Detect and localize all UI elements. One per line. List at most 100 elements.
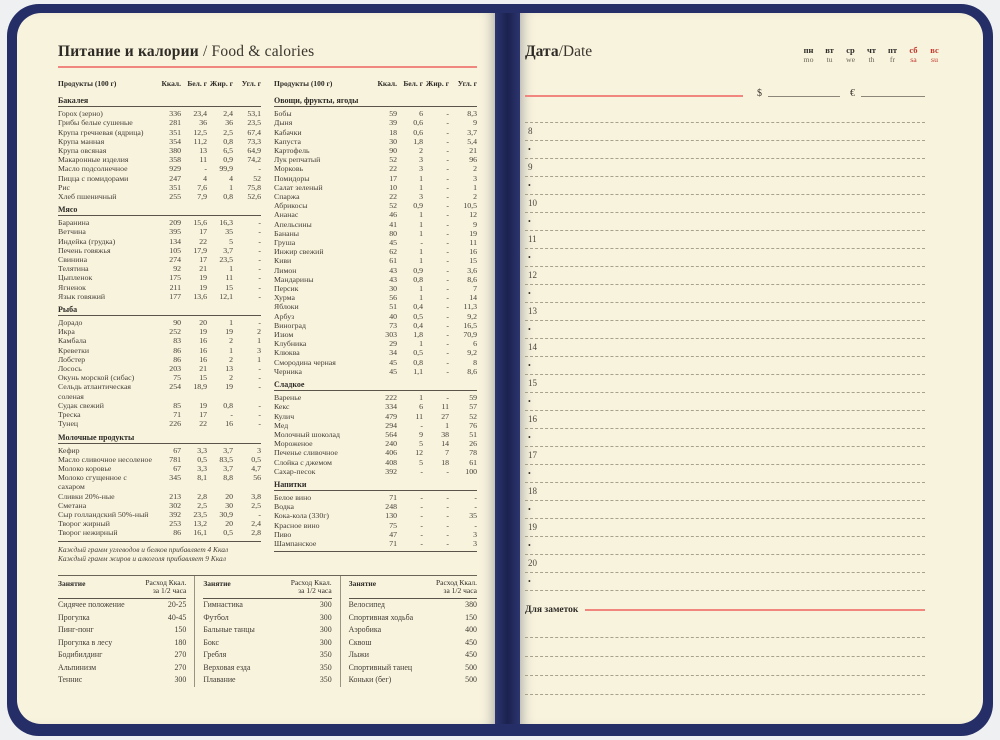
food-value: 80 <box>389 228 397 238</box>
activity-row: Верховая езда 350 <box>203 662 331 675</box>
activity-group: Занятие Расход Ккал. за 1/2 часа Гимнастика… <box>194 575 339 688</box>
food-value: 0,4 <box>413 302 423 312</box>
half-hour-row: • <box>525 321 925 339</box>
food-name: Яблоки <box>274 302 299 312</box>
food-value: 35 <box>469 511 477 521</box>
notes-line <box>525 676 925 695</box>
food-row: Печенье сливочное 406 12 7 78 <box>274 448 477 457</box>
food-name: Кока-кола (330г) <box>274 511 330 521</box>
food-value: 0,6 <box>413 127 423 137</box>
food-value: 134 <box>169 236 181 246</box>
hour-row: 9 <box>525 159 925 177</box>
food-row: Лосось 203 21 13 - <box>58 364 261 373</box>
food-value: - <box>446 293 449 303</box>
activity-row: Гребля 350 <box>203 649 331 662</box>
food-value: 19 <box>469 228 477 238</box>
food-name: Груша <box>274 238 296 248</box>
hour-label: 15 <box>528 378 537 388</box>
food-value: 294 <box>385 420 397 430</box>
food-value: 86 <box>173 354 181 364</box>
food-value: 16,3 <box>219 218 233 228</box>
half-hour-row: • <box>525 465 925 483</box>
food-value: 0,5 <box>251 454 261 464</box>
activity-value: 500 <box>465 662 477 672</box>
food-value: 23,5 <box>247 118 261 128</box>
food-value: 9 <box>473 118 477 128</box>
food-row: Масло подсолнечное 929 - 99,9 - <box>58 164 261 173</box>
food-value: 45 <box>389 238 397 248</box>
food-value: 27 <box>441 411 449 421</box>
hour-label: 20 <box>528 558 537 568</box>
food-value: - <box>446 238 449 248</box>
food-name: Изюм <box>274 330 294 340</box>
food-value: 334 <box>385 402 397 412</box>
weekday-ru: вс <box>930 45 939 55</box>
food-value: 11 <box>469 238 477 248</box>
food-row: Кефир 67 3,3 3,7 3 <box>58 446 261 455</box>
food-value: 18 <box>441 457 449 467</box>
hour-label: 8 <box>528 126 533 136</box>
activity-value: 150 <box>174 625 187 635</box>
food-value: 1 <box>229 182 233 192</box>
half-hour-bullet: • <box>528 433 531 442</box>
food-value: - <box>446 311 449 321</box>
food-name: Белое вино <box>274 492 312 502</box>
food-value: - <box>446 348 449 358</box>
activity-value: 270 <box>174 662 187 672</box>
food-row: Судак свежий 85 19 0,8 - <box>58 401 261 410</box>
food-row: Грибы белые сушеные 281 36 36 23,5 <box>58 118 261 127</box>
food-row: Мороженое 240 5 14 26 <box>274 439 477 448</box>
food-value: 8,1 <box>197 473 207 483</box>
food-row: Помидоры 17 1 - 3 <box>274 174 477 183</box>
activity-name: Бодибилдинг <box>58 650 103 660</box>
food-value: 408 <box>385 457 397 467</box>
food-value: 1 <box>257 336 261 346</box>
food-row: Сметана 302 2,5 30 2,5 <box>58 501 261 510</box>
food-name: Персик <box>274 284 299 294</box>
food-value: 11 <box>441 402 449 412</box>
food-name: Помидоры <box>274 173 310 183</box>
food-value: 1 <box>419 173 423 183</box>
weekday-header: пн вт ср чт пт сб вс mo tu we th fr sa su <box>798 45 945 64</box>
food-value: 19 <box>199 273 207 283</box>
food-value: 11,2 <box>193 136 207 146</box>
food-value: 8 <box>473 357 477 367</box>
food-value: 21 <box>199 364 207 374</box>
activity-name: Сидячее положение <box>58 599 125 609</box>
food-row: Кабачки 18 0,6 - 3,7 <box>274 128 477 137</box>
food-row: Окунь морской (сибас) 75 15 2 - <box>58 373 261 382</box>
food-name: Молоко коровье <box>58 463 112 473</box>
activity-row: Лыжи 450 <box>349 649 477 662</box>
food-value: 1 <box>419 219 423 229</box>
food-value: 211 <box>169 282 181 292</box>
food-name: Печенье сливочное <box>274 448 338 458</box>
food-row: Тунец 226 22 16 - <box>58 419 261 428</box>
food-value: 252 <box>169 327 181 337</box>
activity-value: 500 <box>465 675 477 685</box>
food-value: 22 <box>389 164 397 174</box>
food-row: Персик 30 1 - 7 <box>274 284 477 293</box>
food-value: 1 <box>419 210 423 220</box>
food-name: Клубника <box>274 339 307 349</box>
food-row: Индейка (грудка) 134 22 5 - <box>58 237 261 246</box>
book-spine <box>495 13 520 724</box>
activity-value: 350 <box>319 650 332 660</box>
activity-value: 270 <box>174 650 187 660</box>
food-value: 38 <box>441 429 449 439</box>
food-name: Баранина <box>58 218 90 228</box>
food-row: Водка 248 - - - <box>274 502 477 511</box>
activity-row: Бодибилдинг 270 <box>58 649 186 662</box>
food-name: Сельдь атлантическая соленая <box>58 382 132 401</box>
food-value: 43 <box>389 265 397 275</box>
food-value: 16 <box>225 419 233 429</box>
activity-name: Верховая езда <box>203 662 251 672</box>
col-header: Жир. г <box>209 79 233 88</box>
half-hour-bullet: • <box>528 361 531 370</box>
food-value: 62 <box>389 247 397 257</box>
food-value: 1,8 <box>413 136 423 146</box>
food-name: Лобстер <box>58 354 86 364</box>
food-value: 392 <box>169 509 181 519</box>
food-value: 213 <box>169 491 181 501</box>
hour-row: 20 <box>525 555 925 573</box>
food-name: Слойка с джемом <box>274 457 332 467</box>
